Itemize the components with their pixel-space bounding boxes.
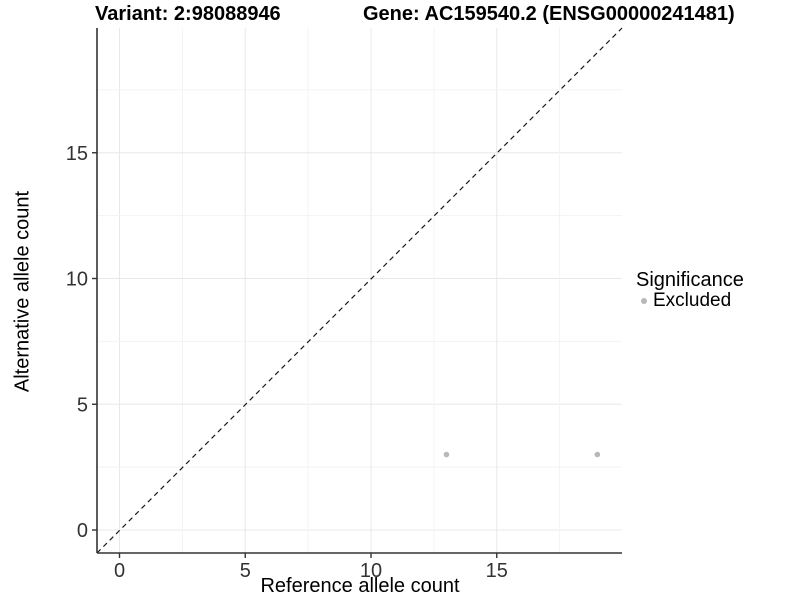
- legend-item-label: Excluded: [653, 290, 732, 311]
- y-tick-label: 5: [77, 394, 88, 416]
- identity-line: [96, 27, 623, 554]
- y-tick-label: 15: [66, 143, 88, 165]
- data-point: [443, 451, 450, 458]
- plot-title-variant: Variant: 2:98088946: [95, 3, 281, 25]
- y-tick-label: 10: [66, 269, 88, 291]
- x-tick-label: 10: [360, 560, 382, 582]
- x-tick-label: 0: [114, 560, 125, 582]
- legend-title: Significance: [636, 269, 744, 291]
- x-tick-label: 15: [486, 560, 508, 582]
- y-axis-title: Alternative allele count: [11, 190, 34, 393]
- y-tick-label: 0: [77, 520, 88, 542]
- data-point: [594, 451, 601, 458]
- x-tick-label: 5: [240, 560, 251, 582]
- legend: Significance Excluded: [636, 269, 796, 311]
- legend-item-excluded: Excluded: [636, 291, 796, 310]
- plot-title-gene: Gene: AC159540.2 (ENSG00000241481): [363, 3, 735, 25]
- x-axis-title: Reference allele count: [260, 575, 460, 597]
- excluded-point-icon: [641, 297, 647, 304]
